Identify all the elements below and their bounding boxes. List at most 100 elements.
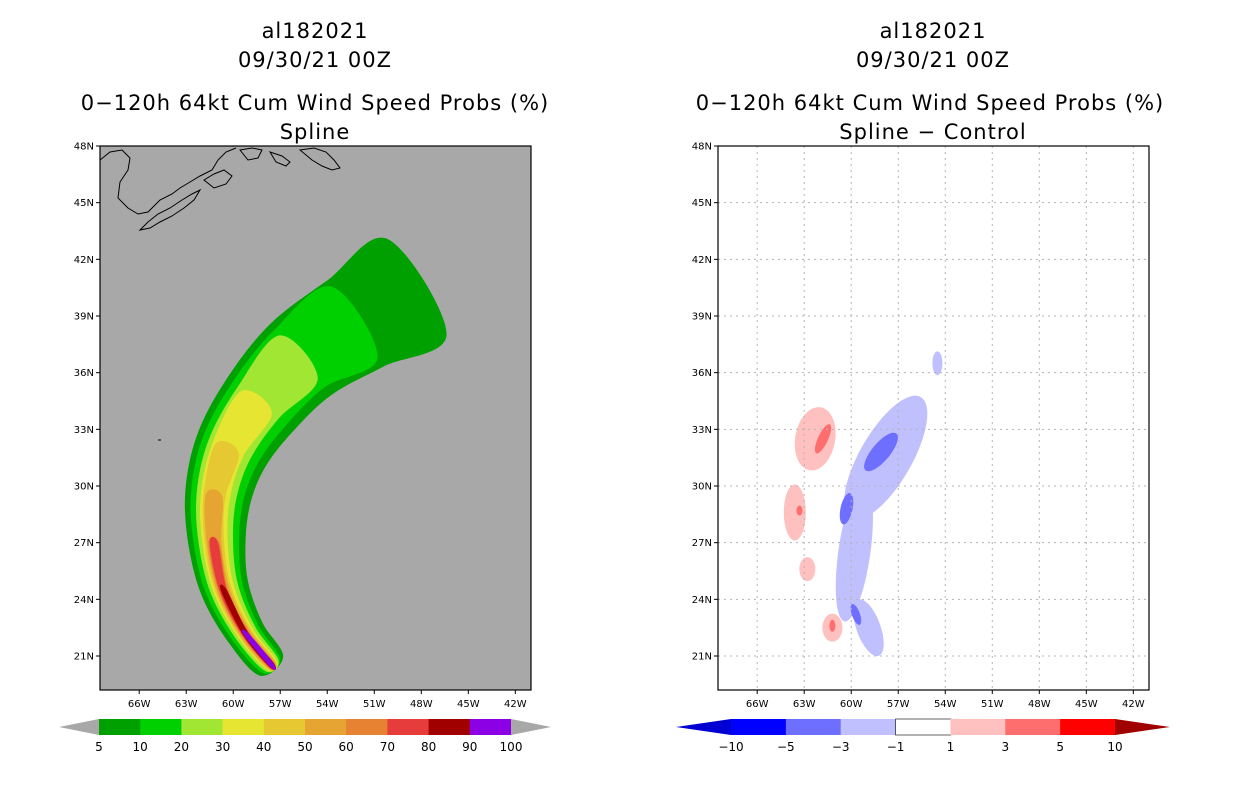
right-y-tick-label-2: 27N xyxy=(692,538,712,549)
left-y-tick-label-1: 24N xyxy=(74,595,94,606)
left-x-tick-label-3: 57W xyxy=(269,699,292,710)
right-colorbar-high-arrow xyxy=(1115,719,1170,735)
right-colorbar-swatch-1 xyxy=(785,719,842,735)
right-colorbar-swatch-5 xyxy=(1005,719,1061,735)
left-colorbar-label-4: 40 xyxy=(256,740,271,754)
right-colorbar-swatch-3 xyxy=(895,718,952,736)
left-colorbar-label-6: 60 xyxy=(339,740,354,754)
right-y-tick-label-0: 21N xyxy=(692,652,712,663)
left-colorbar-label-3: 30 xyxy=(215,740,230,754)
left-map-frame xyxy=(99,145,532,691)
right-chart-title: 0−120h 64kt Cum Wind Speed Probs (%) xyxy=(695,91,1165,115)
left-contour-level-10 xyxy=(190,286,378,674)
right-colorbar-swatch-4 xyxy=(950,719,1006,735)
left-x-tick-label-8: 42W xyxy=(504,699,527,710)
left-x-tick-label-2: 60W xyxy=(222,699,245,710)
right-x-tick-label-4: 54W xyxy=(934,699,957,710)
left-colorbar-swatch-8 xyxy=(428,719,471,735)
left-contour-level-5 xyxy=(184,237,447,676)
right-map-frame xyxy=(717,145,1150,691)
left-date: 09/30/21 00Z xyxy=(237,48,393,72)
right-colorbar-low-arrow xyxy=(676,719,731,735)
right-axis-ticks: 66W 63W 60W 57W 54W 51W 48W 45W 42W 21N 24N 27N 30N 3… xyxy=(692,142,1145,711)
right-positive-region-3 xyxy=(799,557,816,582)
right-x-tick-label-0: 66W xyxy=(746,699,769,710)
left-coastline xyxy=(100,147,341,441)
right-colorbar-label-6: 5 xyxy=(1056,740,1064,754)
right-colorbar-label-0: −10 xyxy=(718,740,743,754)
right-x-tick-label-1: 63W xyxy=(793,699,816,710)
right-colorbar-label-5: 3 xyxy=(1001,740,1009,754)
right-colorbar: −10 −5 −3 −1 1 3 5 10 xyxy=(676,718,1170,754)
right-colorbar-label-4: 1 xyxy=(947,740,955,754)
right-gridlines xyxy=(718,146,1149,690)
left-colorbar-label-8: 80 xyxy=(421,740,436,754)
right-colorbar-label-1: −5 xyxy=(777,740,795,754)
right-x-tick-label-5: 51W xyxy=(981,699,1004,710)
left-chart-title: 0−120h 64kt Cum Wind Speed Probs (%) xyxy=(80,91,550,115)
left-y-tick-label-0: 21N xyxy=(74,652,94,663)
right-y-tick-label-9: 48N xyxy=(692,142,712,153)
left-axis-ticks: 66W 63W 60W 57W 54W 51W 48W 45W 42W 21N 24N 27N 30N 3… xyxy=(74,142,527,711)
right-colorbar-label-2: −3 xyxy=(832,740,850,754)
right-y-tick-label-5: 36N xyxy=(692,368,712,379)
right-y-tick-label-7: 42N xyxy=(692,255,712,266)
left-colorbar-high-arrow xyxy=(511,719,551,735)
right-positive-region-2 xyxy=(783,484,806,541)
left-colorbar-label-1: 10 xyxy=(133,740,148,754)
right-y-tick-label-1: 24N xyxy=(692,595,712,606)
left-colorbar-low-arrow xyxy=(59,719,99,735)
left-y-tick-label-5: 36N xyxy=(74,368,94,379)
right-colorbar-swatch-0 xyxy=(731,719,787,735)
right-y-tick-label-6: 39N xyxy=(692,312,712,323)
left-contour-level-80 xyxy=(219,584,277,670)
left-contour-level-70 xyxy=(209,536,276,671)
left-probability-contours xyxy=(184,237,447,676)
right-x-tick-label-3: 57W xyxy=(887,699,910,710)
right-chart-subtitle: Spline − Control xyxy=(839,120,1027,144)
right-date: 09/30/21 00Z xyxy=(855,48,1011,72)
left-colorbar-swatch-6 xyxy=(346,719,388,735)
right-negative-core-3 xyxy=(850,604,862,625)
left-y-tick-label-3: 30N xyxy=(74,482,94,493)
right-colorbar-swatch-2 xyxy=(840,719,897,735)
left-colorbar-label-2: 20 xyxy=(174,740,189,754)
left-colorbar-swatch-5 xyxy=(305,719,347,735)
left-chart-subtitle: Spline xyxy=(279,120,351,144)
right-negative-region-3 xyxy=(853,599,884,657)
left-x-tick-label-5: 51W xyxy=(363,699,386,710)
right-y-tick-label-3: 30N xyxy=(692,482,712,493)
right-colorbar-label-3: −1 xyxy=(887,740,905,754)
left-colorbar-swatch-2 xyxy=(181,719,224,735)
left-y-tick-label-9: 48N xyxy=(74,142,94,153)
right-positive-core-2 xyxy=(796,505,803,516)
right-x-tick-label-2: 60W xyxy=(840,699,863,710)
right-y-tick-label-4: 33N xyxy=(692,425,712,436)
left-colorbar-swatch-4 xyxy=(263,719,306,735)
left-colorbar-label-7: 70 xyxy=(380,740,395,754)
right-map-background xyxy=(718,146,1149,690)
right-colorbar-label-7: 10 xyxy=(1107,740,1122,754)
left-colorbar-swatch-1 xyxy=(140,719,182,735)
left-x-tick-label-1: 63W xyxy=(175,699,198,710)
left-colorbar: 5 10 20 30 40 50 60 70 80 90 100 xyxy=(59,719,551,754)
left-y-tick-label-7: 42N xyxy=(74,255,94,266)
left-colorbar-swatch-0 xyxy=(99,719,141,735)
right-colorbar-swatch-6 xyxy=(1060,719,1116,735)
right-x-tick-label-7: 45W xyxy=(1075,699,1098,710)
left-colorbar-label-10: 100 xyxy=(500,740,523,754)
left-y-tick-label-6: 39N xyxy=(74,312,94,323)
right-x-tick-label-8: 42W xyxy=(1122,699,1145,710)
left-map-background xyxy=(100,146,531,690)
right-positive-region-1 xyxy=(794,407,836,471)
left-colorbar-swatch-3 xyxy=(222,719,265,735)
left-colorbar-swatch-7 xyxy=(387,719,430,735)
right-difference-contours xyxy=(783,351,943,657)
left-map-panel: 66W 63W 60W 57W 54W 51W 48W 45W 42W 21N 24N 27N 30N 3… xyxy=(74,142,532,711)
right-x-tick-label-6: 48W xyxy=(1028,699,1051,710)
left-colorbar-swatch-9 xyxy=(469,719,512,735)
left-storm-id: al182021 xyxy=(261,19,369,43)
right-negative-core-1 xyxy=(864,432,898,472)
left-x-tick-label-0: 66W xyxy=(128,699,151,710)
